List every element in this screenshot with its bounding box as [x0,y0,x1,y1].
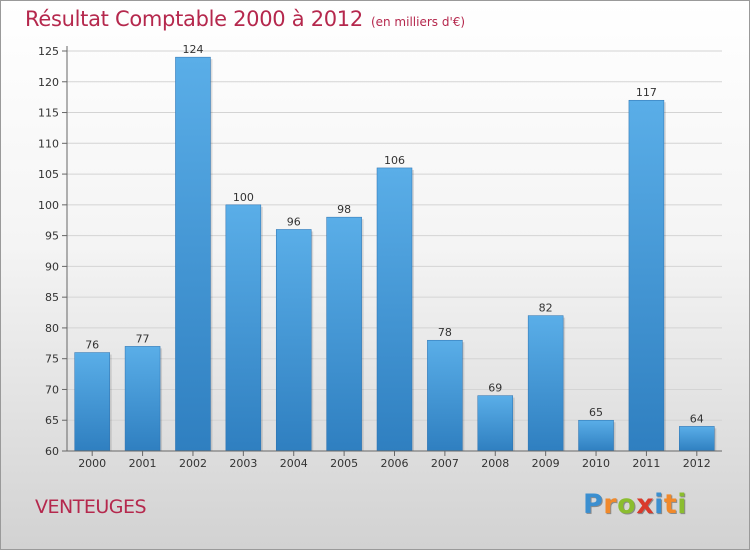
value-label-2009: 82 [539,302,553,315]
x-tick-label-2005: 2005 [330,457,358,470]
y-tick-label-125: 125 [38,45,59,58]
logo-letter: P [583,489,604,520]
y-tick-label-110: 110 [38,137,59,150]
y-tick-label-105: 105 [38,168,59,181]
y-tick-label-65: 65 [45,414,59,427]
logo-letter: r [603,489,618,520]
bar-2002 [175,56,211,452]
logo-letter: i [654,489,664,520]
value-label-2004: 96 [287,215,301,228]
logo-letter: i [677,489,688,520]
x-tick-label-2004: 2004 [280,457,308,470]
x-tick-label-2001: 2001 [129,457,157,470]
title-unit: (en milliers d'€) [370,15,466,29]
bar-2008 [477,395,514,452]
value-label-2005: 98 [337,203,351,216]
y-tick-label-85: 85 [45,291,59,304]
logo-letter: x [636,489,655,520]
proxiti-logo[interactable]: Proxiti [583,489,687,520]
value-label-2008: 69 [488,382,502,395]
bar-2000 [74,352,110,452]
value-label-2006: 106 [384,154,405,167]
x-tick-label-2003: 2003 [229,457,257,470]
value-label-2011: 117 [636,86,657,99]
logo-letter: t [663,489,678,520]
bar-2004 [275,229,312,452]
title-text: Résultat Comptable 2000 à 2012 [25,7,363,31]
bar-2011 [628,99,665,452]
x-tick-label-2002: 2002 [179,457,207,470]
x-tick-label-2009: 2009 [532,457,560,470]
x-tick-label-2012: 2012 [683,457,711,470]
x-tick-label-2007: 2007 [431,457,459,470]
bar-2003 [225,204,262,452]
value-label-2001: 77 [136,332,150,345]
y-tick-label-120: 120 [38,76,59,89]
y-tick-label-60: 60 [45,445,59,458]
y-tick-label-80: 80 [45,322,59,335]
bars: 76 77 124 100 96 98 106 78 69 82 65 117 64 [74,43,717,452]
axes: 60 65 70 75 80 85 90 95 100 105 110 115 120 125 2000 20… [38,45,722,470]
x-tick-label-2010: 2010 [582,457,610,470]
bar-2005 [326,216,362,452]
value-label-2010: 65 [589,406,603,419]
x-tick-label-2011: 2011 [632,457,660,470]
y-tick-label-115: 115 [38,107,59,120]
value-label-2002: 124 [182,43,203,56]
y-tick-label-70: 70 [45,383,59,396]
x-tick-label-2008: 2008 [481,457,509,470]
bar-2006 [376,167,413,452]
value-label-2007: 78 [438,326,452,339]
y-tick-label-100: 100 [38,199,59,212]
bar-2012 [679,426,715,452]
x-tick-label-2000: 2000 [78,457,106,470]
chart-title: Résultat Comptable 2000 à 2012 (en millie… [25,7,465,31]
value-label-2012: 64 [690,412,704,425]
bar-2010 [578,419,614,452]
logo-letter: o [617,489,637,520]
y-tick-label-90: 90 [45,260,59,273]
value-label-2000: 76 [85,339,99,352]
commune-name: VENTEUGES [35,496,147,518]
y-tick-label-95: 95 [45,230,59,243]
value-label-2003: 100 [233,191,254,204]
bar-2007 [427,339,463,452]
bar-2001 [124,346,161,452]
x-tick-label-2006: 2006 [381,457,409,470]
y-tick-label-75: 75 [45,353,59,366]
bar-2009 [527,315,564,452]
